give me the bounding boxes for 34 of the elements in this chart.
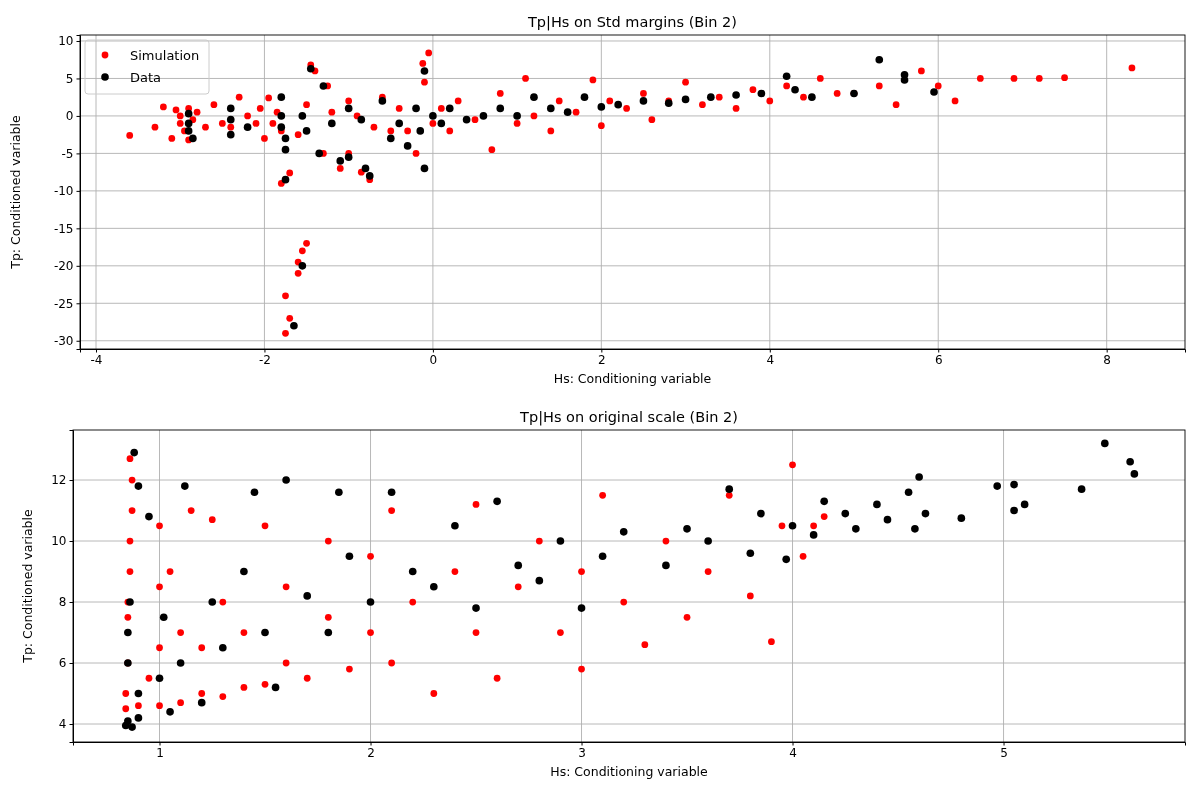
- y-tick-label: 6: [58, 656, 67, 671]
- chart-title: Tp|Hs on original scale (Bin 2): [519, 409, 738, 426]
- y-tick-label: -20: [53, 259, 74, 274]
- y-tick-label: 10: [51, 534, 67, 549]
- x-tick-label: 2: [367, 746, 375, 761]
- x-axis-title: Hs: Conditioning variable: [550, 764, 709, 779]
- x-tick-label: 4: [789, 746, 797, 761]
- x-tick-label: 2: [598, 353, 606, 368]
- legend-label: Data: [130, 70, 162, 85]
- x-tick-label: 3: [578, 746, 586, 761]
- y-tick-label: -25: [53, 296, 74, 311]
- chart-title: Tp|Hs on Std margins (Bin 2): [526, 14, 738, 31]
- x-tick-label: -4: [90, 353, 103, 368]
- y-axis-title: Tp: Conditioned variable: [20, 508, 35, 664]
- x-tick-label: 8: [1103, 353, 1111, 368]
- legend-label: Simulation: [130, 48, 200, 63]
- x-tick-label: 6: [934, 353, 943, 368]
- y-tick-label: 5: [65, 71, 74, 86]
- x-tick-label: 4: [766, 353, 775, 368]
- y-tick-label: 12: [51, 473, 67, 488]
- y-tick-label: 10: [58, 34, 74, 49]
- y-tick-label: -30: [53, 334, 74, 349]
- y-tick-label: 4: [58, 717, 67, 732]
- x-tick-label: -2: [258, 353, 271, 368]
- y-tick-label: 0: [65, 109, 74, 124]
- x-axis-title: Hs: Conditioning variable: [553, 371, 712, 386]
- y-tick-label: -10: [53, 184, 74, 199]
- y-tick-label: 8: [58, 595, 67, 610]
- x-tick-label: 5: [1000, 746, 1008, 761]
- y-axis-title: Tp: Conditioned variable: [8, 114, 23, 270]
- x-tick-label: 0: [429, 353, 438, 368]
- y-tick-label: -15: [53, 221, 74, 236]
- x-tick-label: 1: [156, 746, 164, 761]
- y-tick-label: -5: [61, 146, 74, 161]
